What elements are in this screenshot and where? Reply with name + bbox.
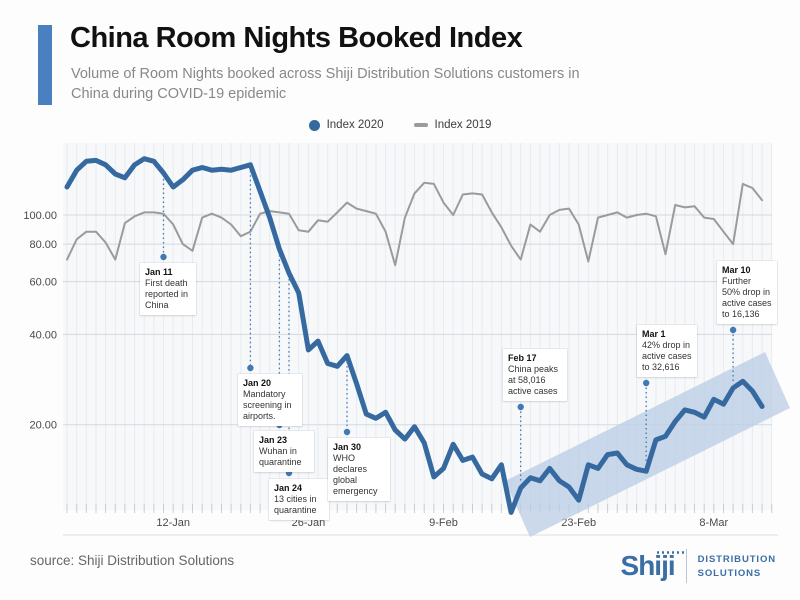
legend-item-index-2019: Index 2019 [413, 119, 492, 131]
page-subtitle: Volume of Room Nights booked across Shij… [71, 64, 580, 104]
y-axis-label: 20.00 [29, 420, 57, 432]
subtitle-line-1: Volume of Room Nights booked across Shij… [71, 66, 580, 82]
legend-item-index-2020: Index 2020 [308, 119, 384, 131]
x-axis-labels: 12-Jan 26-Jan 9-Feb 23-Feb 8-Mar [156, 517, 728, 529]
logo-subtext-line-2: SOLUTIONS [697, 567, 762, 579]
y-axis-label: 60.00 [29, 277, 57, 289]
annotation-leaders [160, 170, 737, 481]
y-axis-label: 100.00 [23, 210, 57, 222]
x-axis-label: 26-Jan [292, 517, 326, 529]
trend-highlight-band [505, 352, 790, 537]
shiji-logo-dots-icon [656, 551, 685, 554]
annotation-jan-11: Jan 11 First death reported in China [140, 263, 196, 315]
y-axis-label: 80.00 [29, 239, 57, 251]
series-line-index-2019 [66, 181, 764, 267]
annotation-jan-20: Jan 20 Mandatory screening in airports. [238, 374, 302, 426]
shiji-wordmark: Shiji [620, 550, 685, 582]
annotation-dot [643, 379, 650, 387]
annotation-jan-30: Jan 30 WHO declares global emergency [328, 438, 390, 501]
accent-bar [38, 25, 52, 105]
legend-label-2020: Index 2020 [326, 119, 384, 131]
annotation-mar-1: Mar 1 42% drop in active cases to 32,616 [637, 325, 697, 377]
shiji-wordmark-text: Shiji [620, 550, 676, 581]
page-title: China Room Nights Booked Index [70, 22, 523, 54]
subtitle-line-2: China during COVID-19 epidemic [71, 86, 287, 102]
annotation-dot [160, 253, 167, 261]
annotation-mar-10: Mar 10 Further 50% drop in active cases t… [717, 261, 777, 324]
source-note: source: Shiji Distribution Solutions [30, 553, 235, 568]
annotation-jan-23: Jan 23 Wuhan in quarantine [254, 431, 314, 472]
annotation-dot [517, 403, 524, 411]
annotation-dot [343, 428, 351, 436]
logo-subtext: DISTRIBUTION SOLUTIONS [698, 554, 776, 579]
logo-subtext-line-1: DISTRIBUTION [697, 553, 776, 565]
logo-divider [685, 549, 687, 583]
x-axis-label: 12-Jan [156, 517, 190, 529]
annotation-dot [247, 364, 254, 372]
annotation-jan-24: Jan 24 13 cities in quarantine [269, 479, 329, 520]
x-axis-label: 23-Feb [561, 517, 596, 529]
series-line-index-2020 [64, 156, 765, 515]
annotation-feb-17: Feb 17 China peaks at 58,016 active cases [503, 349, 567, 401]
legend-circle-marker [308, 119, 320, 131]
x-axis-label: 8-Mar [699, 517, 728, 529]
chart-legend: Index 2020 Index 2019 [0, 119, 800, 131]
shiji-logo: Shiji DISTRIBUTION SOLUTIONS [621, 546, 776, 586]
annotation-dot [729, 326, 737, 334]
y-axis-label: 40.00 [29, 329, 57, 341]
legend-label-2019: Index 2019 [434, 119, 492, 131]
legend-dash-marker [413, 123, 428, 127]
x-axis-label: 9-Feb [429, 517, 458, 529]
